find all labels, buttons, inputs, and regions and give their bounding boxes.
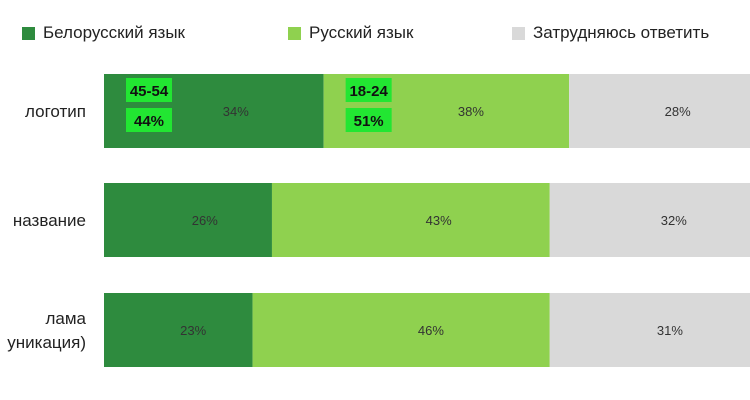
- value-label: 31%: [657, 323, 683, 338]
- bar-segment: [549, 183, 750, 257]
- bar-segment: [104, 183, 272, 257]
- annotation-text: 18-24: [349, 83, 388, 100]
- value-label: 26%: [192, 213, 218, 228]
- value-label: 23%: [180, 323, 206, 338]
- value-label: 43%: [426, 213, 452, 228]
- category-label: название: [13, 211, 86, 230]
- annotation-text: 51%: [354, 113, 384, 130]
- annotation-highlight: [126, 108, 172, 132]
- legend-swatch: [512, 26, 525, 40]
- legend-label: Русский язык: [309, 23, 414, 42]
- legend-item: Русский язык: [288, 22, 413, 44]
- legend-label: Затрудняюсь ответить: [533, 23, 710, 42]
- legend-item: Белорусский язык: [22, 22, 185, 44]
- bar-segment: [104, 293, 253, 367]
- value-label: 38%: [458, 104, 484, 119]
- legend-label: Белорусский язык: [43, 23, 185, 42]
- value-label: 34%: [223, 104, 249, 119]
- bar-segment: [549, 293, 750, 367]
- annotation: 18-24 51%: [345, 78, 392, 132]
- annotation-highlight: [345, 78, 392, 102]
- annotation-highlight: [126, 78, 172, 102]
- annotation: 45-54 44%: [126, 78, 172, 132]
- value-label: 46%: [418, 323, 444, 338]
- annotation-highlight: [345, 108, 392, 132]
- category-label: лама уникация): [7, 309, 86, 352]
- legend-item: Затрудняюсь ответить: [512, 22, 709, 44]
- bar-segment: [271, 183, 550, 257]
- value-label: 28%: [665, 104, 691, 119]
- annotation-text: 44%: [134, 113, 164, 130]
- bar-segment: [569, 74, 750, 148]
- legend-swatch: [22, 26, 35, 40]
- annotation-text: 45-54: [130, 83, 169, 100]
- legend: Белорусский язык Русский язык Затрудняюсь …: [0, 0, 750, 60]
- value-label: 32%: [661, 213, 687, 228]
- legend-swatch: [288, 26, 301, 40]
- category-label: логотип: [25, 102, 86, 121]
- bar-segment: [252, 293, 550, 367]
